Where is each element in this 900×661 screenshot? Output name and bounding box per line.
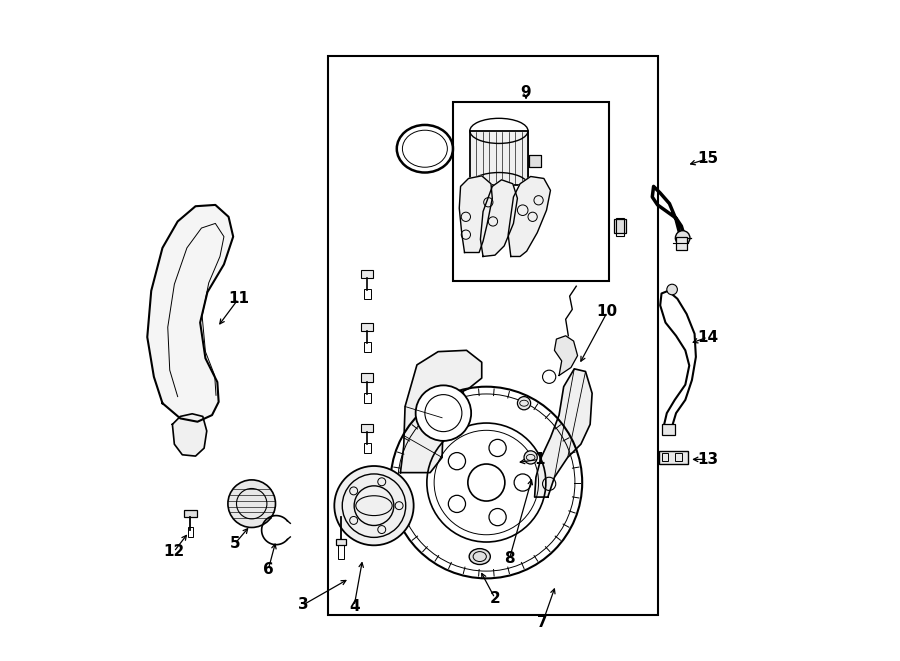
Bar <box>362 323 374 331</box>
Bar <box>362 373 374 382</box>
Text: 7: 7 <box>537 615 548 630</box>
Polygon shape <box>481 180 518 256</box>
Text: 12: 12 <box>163 545 184 559</box>
Circle shape <box>416 385 472 441</box>
Bar <box>470 131 528 185</box>
Bar <box>529 155 541 167</box>
Bar <box>662 424 675 435</box>
Bar <box>616 218 624 236</box>
Circle shape <box>334 466 414 545</box>
Text: 5: 5 <box>230 536 240 551</box>
Bar <box>328 56 658 615</box>
Text: 13: 13 <box>698 452 718 467</box>
Bar <box>364 342 371 352</box>
Ellipse shape <box>524 451 537 464</box>
Bar <box>187 527 193 537</box>
Bar <box>364 289 371 299</box>
Ellipse shape <box>469 549 491 564</box>
Polygon shape <box>508 176 551 256</box>
Polygon shape <box>173 414 207 456</box>
Circle shape <box>667 284 678 295</box>
Text: 3: 3 <box>298 598 309 612</box>
Bar <box>362 270 374 278</box>
Text: 14: 14 <box>698 330 718 344</box>
Bar <box>454 102 608 281</box>
Text: 15: 15 <box>698 151 718 166</box>
Polygon shape <box>459 176 492 253</box>
Polygon shape <box>148 205 233 422</box>
Polygon shape <box>400 350 482 473</box>
Ellipse shape <box>518 397 531 410</box>
Polygon shape <box>535 369 592 497</box>
Bar <box>338 545 344 559</box>
Bar <box>364 443 371 453</box>
Bar <box>662 453 668 461</box>
Bar <box>676 237 687 250</box>
Text: 8: 8 <box>504 551 515 566</box>
Bar <box>364 393 371 403</box>
Text: 1: 1 <box>534 452 544 467</box>
Text: 9: 9 <box>521 85 531 100</box>
Bar <box>336 539 346 545</box>
Bar <box>675 453 682 461</box>
Text: 2: 2 <box>490 591 500 605</box>
Text: 6: 6 <box>263 563 274 577</box>
Circle shape <box>675 231 690 245</box>
Text: 11: 11 <box>228 292 249 306</box>
Bar <box>362 424 374 432</box>
Text: 10: 10 <box>597 305 618 319</box>
Polygon shape <box>554 336 578 375</box>
Bar <box>184 510 197 517</box>
Bar <box>659 451 688 464</box>
Text: 4: 4 <box>349 599 359 613</box>
Circle shape <box>228 480 275 527</box>
Bar <box>614 219 626 233</box>
